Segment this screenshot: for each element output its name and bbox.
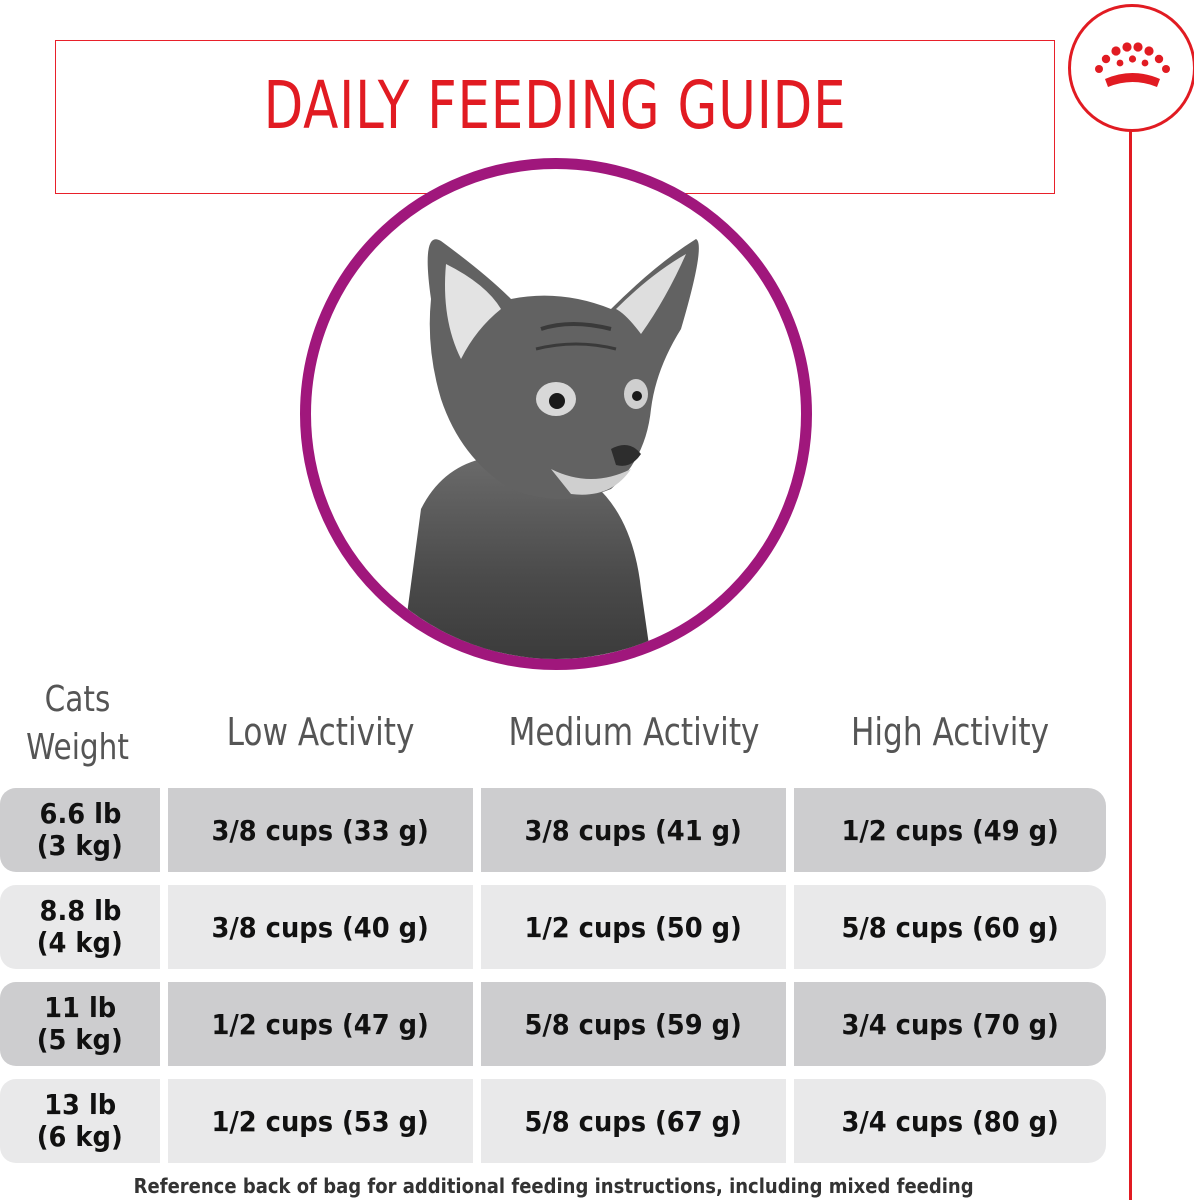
high-activity-cell: 3/4 cups (70 g) bbox=[794, 982, 1106, 1066]
weight-lb: 11 lb bbox=[43, 991, 117, 1024]
low-activity-cell: 3/8 cups (40 g) bbox=[168, 885, 473, 969]
weight-kg: (4 kg) bbox=[36, 926, 124, 959]
weight-kg: (6 kg) bbox=[36, 1120, 124, 1153]
footnote: Reference back of bag for additional fee… bbox=[134, 1174, 974, 1198]
page-title: DAILY FEEDING GUIDE bbox=[263, 67, 847, 144]
column-header-low: Low Activity bbox=[226, 710, 415, 754]
weight-header-line2: Weight bbox=[26, 727, 129, 768]
weight-column-header: Cats Weight bbox=[14, 676, 141, 772]
low-activity-cell: 1/2 cups (53 g) bbox=[168, 1079, 473, 1163]
low-activity-cell: 1/2 cups (47 g) bbox=[168, 982, 473, 1066]
weight-cell: 11 lb (5 kg) bbox=[0, 982, 160, 1066]
weight-lb: 6.6 lb bbox=[39, 797, 121, 830]
cat-photo bbox=[401, 239, 699, 659]
low-activity-cell: 3/8 cups (33 g) bbox=[168, 788, 473, 872]
weight-cell: 13 lb (6 kg) bbox=[0, 1079, 160, 1163]
table-row: 8.8 lb (4 kg) 3/8 cups (40 g) 1/2 cups (… bbox=[0, 885, 1108, 969]
medium-activity-cell: 1/2 cups (50 g) bbox=[481, 885, 786, 969]
brand-vertical-line bbox=[1129, 130, 1132, 1200]
weight-lb: 8.8 lb bbox=[39, 894, 121, 927]
weight-lb: 13 lb bbox=[43, 1088, 117, 1121]
medium-activity-cell: 5/8 cups (59 g) bbox=[481, 982, 786, 1066]
weight-kg: (5 kg) bbox=[36, 1023, 124, 1056]
high-activity-cell: 1/2 cups (49 g) bbox=[794, 788, 1106, 872]
weight-kg: (3 kg) bbox=[36, 829, 124, 862]
column-header-high: High Activity bbox=[850, 710, 1050, 754]
column-header-medium: Medium Activity bbox=[508, 710, 760, 754]
table-row: 11 lb (5 kg) 1/2 cups (47 g) 5/8 cups (5… bbox=[0, 982, 1108, 1066]
weight-cell: 6.6 lb (3 kg) bbox=[0, 788, 160, 872]
high-activity-cell: 3/4 cups (80 g) bbox=[794, 1079, 1106, 1163]
weight-header-line1: Cats bbox=[44, 679, 111, 720]
medium-activity-cell: 3/8 cups (41 g) bbox=[481, 788, 786, 872]
brand-logo bbox=[1068, 4, 1194, 132]
table-row: 13 lb (6 kg) 1/2 cups (53 g) 5/8 cups (6… bbox=[0, 1079, 1108, 1163]
high-activity-cell: 5/8 cups (60 g) bbox=[794, 885, 1106, 969]
crown-icon bbox=[1095, 42, 1170, 87]
table-row: 6.6 lb (3 kg) 3/8 cups (33 g) 3/8 cups (… bbox=[0, 788, 1108, 872]
medium-activity-cell: 5/8 cups (67 g) bbox=[481, 1079, 786, 1163]
weight-cell: 8.8 lb (4 kg) bbox=[0, 885, 160, 969]
cat-photo-frame bbox=[300, 158, 812, 670]
